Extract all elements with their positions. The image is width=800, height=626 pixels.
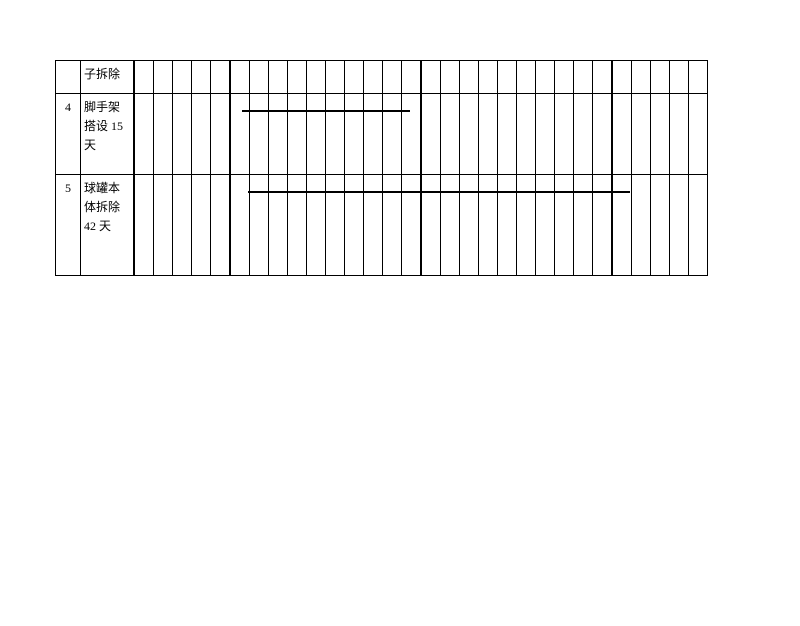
- grid-cell: [612, 93, 632, 175]
- grid-cell: [631, 93, 651, 175]
- grid-cell: [363, 174, 383, 276]
- row-label: 脚手架搭设 15 天: [80, 93, 134, 175]
- grid-cell: [459, 93, 479, 175]
- grid-cell: [688, 174, 708, 276]
- grid-cell: [172, 174, 192, 276]
- grid-cell: [325, 174, 345, 276]
- grid-cell: [669, 93, 689, 175]
- grid-cell: [497, 93, 517, 175]
- grid-cell: [554, 174, 574, 276]
- grid-cell: [535, 60, 555, 94]
- grid-cell: [249, 60, 269, 94]
- grid-cell: [306, 174, 326, 276]
- grid-cell: [249, 93, 269, 175]
- grid-cell: [592, 174, 612, 276]
- row-number: [55, 60, 81, 94]
- grid-cell: [325, 60, 345, 94]
- grid-cell: [287, 60, 307, 94]
- grid-cell: [478, 93, 498, 175]
- grid-cell: [134, 174, 154, 276]
- grid-cell: [363, 93, 383, 175]
- grid-cell: [612, 174, 632, 276]
- row-label: 球罐本体拆除 42 天: [80, 174, 134, 276]
- grid-cell: [592, 60, 612, 94]
- grid-cell: [230, 60, 250, 94]
- grid-cell: [497, 60, 517, 94]
- grid-cell: [230, 174, 250, 276]
- grid-cell: [421, 93, 441, 175]
- grid-cell: [612, 60, 632, 94]
- row-label: 子拆除: [80, 60, 134, 94]
- grid-cell: [382, 174, 402, 276]
- grid-cell: [306, 93, 326, 175]
- grid-cell: [516, 93, 536, 175]
- gantt-bar: [248, 191, 630, 193]
- grid-cell: [573, 60, 593, 94]
- grid-cell: [191, 174, 211, 276]
- gantt-chart: 子拆除4脚手架搭设 15 天5球罐本体拆除 42 天: [0, 60, 800, 626]
- grid-cell: [382, 60, 402, 94]
- grid-cell: [325, 93, 345, 175]
- grid-cell: [421, 174, 441, 276]
- grid-cell: [172, 60, 192, 94]
- grid-cell: [669, 60, 689, 94]
- grid-cell: [421, 60, 441, 94]
- grid-cell: [478, 60, 498, 94]
- grid-cell: [401, 93, 421, 175]
- grid-cell: [268, 93, 288, 175]
- grid-cell: [631, 60, 651, 94]
- grid-cell: [153, 174, 173, 276]
- grid-cell: [573, 93, 593, 175]
- grid-cell: [382, 93, 402, 175]
- grid-cell: [210, 60, 230, 94]
- grid-cell: [516, 60, 536, 94]
- grid-cell: [573, 174, 593, 276]
- grid-cell: [516, 174, 536, 276]
- grid-cell: [401, 174, 421, 276]
- grid-cell: [401, 60, 421, 94]
- grid-cell: [592, 93, 612, 175]
- grid-cell: [191, 60, 211, 94]
- grid-cell: [554, 93, 574, 175]
- grid-cell: [535, 93, 555, 175]
- grid-cell: [210, 174, 230, 276]
- grid-cell: [287, 93, 307, 175]
- gantt-bar: [242, 110, 410, 112]
- grid-cell: [440, 60, 460, 94]
- grid-cell: [172, 93, 192, 175]
- grid-cell: [669, 174, 689, 276]
- grid-cell: [650, 60, 670, 94]
- grid-cell: [650, 93, 670, 175]
- grid-cell: [134, 60, 154, 94]
- row-number: 4: [55, 93, 81, 175]
- grid-cell: [688, 93, 708, 175]
- grid-cell: [153, 60, 173, 94]
- grid-cell: [210, 93, 230, 175]
- grid-cell: [478, 174, 498, 276]
- grid-cell: [363, 60, 383, 94]
- grid-cell: [268, 174, 288, 276]
- grid-cell: [459, 174, 479, 276]
- grid-cell: [459, 60, 479, 94]
- grid-cell: [191, 93, 211, 175]
- row-number: 5: [55, 174, 81, 276]
- grid-cell: [497, 174, 517, 276]
- grid-cell: [344, 174, 364, 276]
- grid-cell: [440, 174, 460, 276]
- grid-cell: [134, 93, 154, 175]
- grid-cell: [440, 93, 460, 175]
- grid-cell: [249, 174, 269, 276]
- grid-cell: [230, 93, 250, 175]
- grid-cell: [153, 93, 173, 175]
- grid-cell: [268, 60, 288, 94]
- grid-cell: [287, 174, 307, 276]
- grid-cell: [688, 60, 708, 94]
- grid-cell: [306, 60, 326, 94]
- grid-cell: [650, 174, 670, 276]
- grid-cell: [631, 174, 651, 276]
- grid-cell: [344, 60, 364, 94]
- grid-cell: [535, 174, 555, 276]
- grid-cell: [554, 60, 574, 94]
- grid-cell: [344, 93, 364, 175]
